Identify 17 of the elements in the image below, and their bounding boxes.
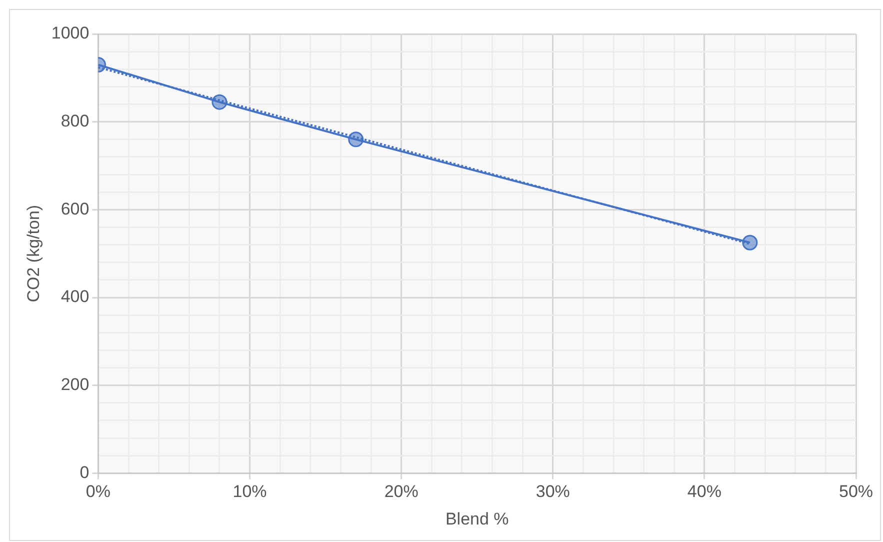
y-tick-label: 0 bbox=[80, 462, 90, 482]
point bbox=[742, 234, 758, 250]
y-tick-label: 800 bbox=[60, 112, 90, 131]
x-axis-title: Blend % bbox=[445, 509, 509, 528]
x-tick-label: 10% bbox=[232, 482, 267, 502]
y-tick-label: 1000 bbox=[51, 24, 90, 43]
x-tick-label: 50% bbox=[838, 482, 874, 502]
x-tick-label: 40% bbox=[687, 482, 722, 502]
point bbox=[212, 94, 228, 110]
y-tick-label: 400 bbox=[60, 287, 90, 306]
y-axis-title: CO2 (kg/ton) bbox=[24, 204, 43, 302]
point bbox=[348, 132, 364, 148]
x-tick-label: 30% bbox=[536, 482, 570, 502]
y-tick-label: 200 bbox=[60, 375, 90, 394]
x-tick-label: 0% bbox=[86, 482, 111, 502]
x-tick-label: 20% bbox=[384, 482, 418, 502]
y-tick-label: 600 bbox=[60, 199, 90, 218]
